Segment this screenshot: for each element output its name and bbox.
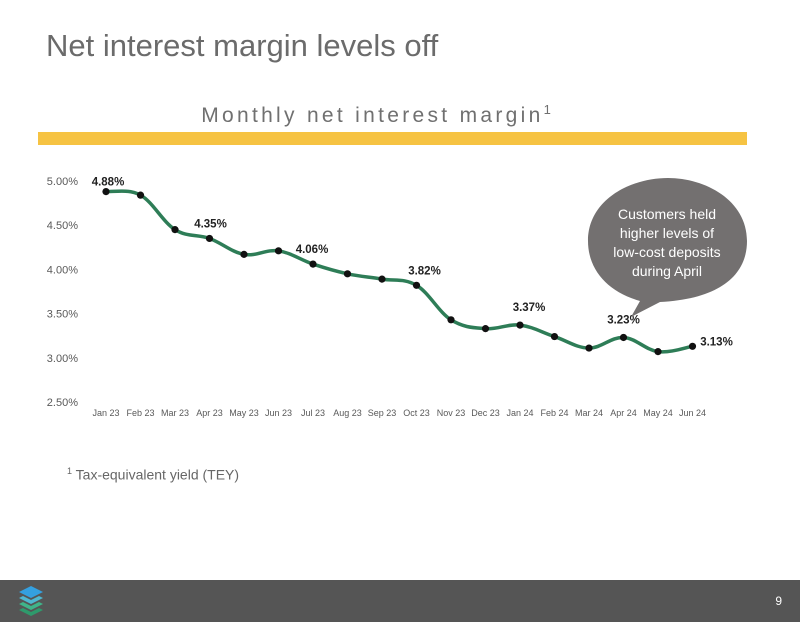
x-tick-label: Aug 23 [333, 408, 362, 418]
y-tick-label: 5.00% [47, 176, 78, 188]
y-tick-label: 4.00% [47, 264, 78, 276]
x-tick-label: Oct 23 [403, 408, 430, 418]
data-point [102, 188, 110, 196]
x-tick-label: May 23 [229, 408, 259, 418]
data-point [205, 234, 214, 243]
data-point [171, 226, 179, 234]
x-tick-label: Jun 24 [679, 408, 706, 418]
data-label: 4.35% [194, 218, 227, 230]
data-label: 3.82% [408, 265, 441, 277]
footnote-superscript: 1 [67, 466, 73, 476]
y-tick-label: 2.50% [47, 397, 78, 409]
chart-title: Monthly net interest margin1 [0, 102, 752, 128]
data-point [447, 316, 455, 324]
x-tick-label: Mar 23 [161, 408, 189, 418]
x-tick-label: Sep 23 [368, 408, 397, 418]
x-tick-label: Apr 24 [610, 408, 637, 418]
x-tick-label: Jan 23 [92, 408, 119, 418]
x-tick-label: Apr 23 [196, 408, 223, 418]
x-tick-label: Nov 23 [437, 408, 466, 418]
data-point [343, 270, 352, 278]
y-tick-label: 4.50% [47, 220, 78, 232]
page-title: Net interest margin levels off [46, 28, 439, 63]
x-axis: Jan 23 Feb 23 Mar 23 Apr 23 May 23 Jun 23 Jul … [92, 408, 706, 418]
callout-shape [588, 178, 747, 317]
data-point [550, 332, 559, 341]
data-label: 3.23% [607, 314, 640, 326]
data-point [274, 247, 283, 255]
page-number: 9 [775, 594, 782, 608]
y-axis: 2.50% 3.00% 3.50% 4.00% 4.50% 5.00% [47, 176, 78, 409]
data-point [516, 321, 524, 329]
data-label: 3.37% [513, 302, 546, 314]
data-label: 4.06% [296, 244, 329, 256]
x-tick-label: Jun 23 [265, 408, 292, 418]
x-tick-label: Mar 24 [575, 408, 603, 418]
data-point [309, 260, 317, 268]
y-tick-label: 3.00% [47, 353, 78, 365]
callout-bubble: Customers held higher levels of low-cost d… [588, 178, 747, 317]
chart-title-superscript: 1 [543, 102, 551, 117]
data-point [688, 342, 697, 350]
data-labels: 4.88% 4.35% 4.06% 3.82% 3.37% 3.23% 3.13% [92, 177, 733, 349]
footer-bar: 9 [0, 580, 800, 622]
data-label: 4.88% [92, 177, 125, 189]
callout-line: during April [632, 263, 702, 279]
data-point [481, 325, 490, 333]
data-point [585, 344, 593, 352]
footnote: 1 Tax-equivalent yield (TEY) [67, 466, 239, 483]
accent-bar [38, 132, 747, 145]
footnote-text: Tax-equivalent yield (TEY) [75, 466, 240, 483]
callout-line: higher levels of [620, 225, 714, 241]
data-label: 3.13% [700, 336, 733, 348]
x-tick-label: Jan 24 [506, 408, 533, 418]
callout-text: Customers held higher levels of low-cost d… [613, 206, 720, 279]
data-point [619, 333, 628, 342]
x-tick-label: Jul 23 [301, 408, 325, 418]
data-point [412, 281, 421, 289]
x-tick-label: Dec 23 [471, 408, 500, 418]
nim-line-chart: 2.50% 3.00% 3.50% 4.00% 4.50% 5.00% Jan 23 Feb… [47, 176, 747, 418]
stacked-layers-icon [19, 586, 43, 616]
data-point [378, 275, 386, 283]
data-points [102, 188, 697, 356]
y-tick-label: 3.50% [47, 309, 78, 321]
data-point [240, 250, 248, 258]
data-point [654, 348, 662, 356]
x-tick-label: May 24 [643, 408, 673, 418]
callout-line: low-cost deposits [613, 244, 720, 260]
chart-title-text: Monthly net interest margin [201, 104, 544, 127]
x-tick-label: Feb 24 [540, 408, 568, 418]
callout-line: Customers held [618, 206, 716, 222]
x-tick-label: Feb 23 [126, 408, 154, 418]
data-point [136, 191, 145, 199]
